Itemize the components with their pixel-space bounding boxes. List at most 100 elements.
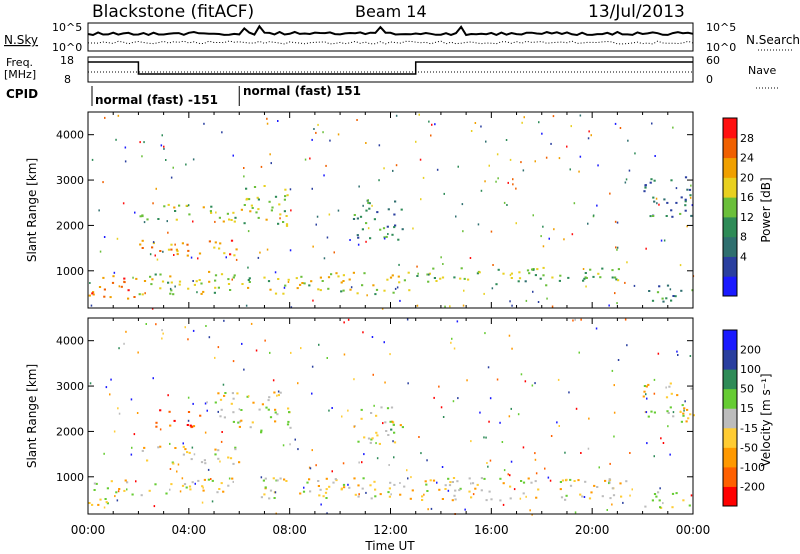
data-cell <box>251 421 254 424</box>
data-cell <box>343 321 345 324</box>
data-cell <box>642 395 645 398</box>
data-cell <box>358 461 360 464</box>
data-cell <box>92 293 95 296</box>
data-cell <box>479 411 481 414</box>
data-cell <box>653 392 656 395</box>
data-cell <box>229 289 232 291</box>
data-cell <box>117 490 120 493</box>
data-cell <box>378 144 381 147</box>
data-cell <box>690 184 692 187</box>
time-axis-label: Time UT <box>364 539 415 553</box>
data-cell <box>411 489 414 492</box>
data-cell <box>185 163 187 166</box>
data-cell <box>569 478 572 481</box>
data-cell <box>264 339 266 342</box>
data-cell <box>348 486 351 489</box>
data-cell <box>222 383 225 386</box>
data-cell <box>584 276 587 279</box>
data-cell <box>454 498 457 501</box>
data-cell <box>689 194 692 197</box>
data-cell <box>544 467 546 470</box>
data-cell <box>447 489 450 492</box>
data-cell <box>274 408 277 411</box>
data-cell <box>157 218 160 220</box>
data-cell <box>616 302 618 305</box>
data-cell <box>227 283 231 285</box>
data-cell <box>684 200 687 203</box>
data-cell <box>561 479 564 482</box>
data-cell <box>214 274 218 277</box>
data-cell <box>370 497 373 500</box>
data-cell <box>227 484 230 487</box>
data-cell <box>470 130 473 132</box>
data-cell <box>386 407 390 410</box>
data-cell <box>469 257 472 259</box>
data-cell <box>152 377 154 380</box>
noise-right-tick-top: 10^5 <box>706 21 736 34</box>
data-cell <box>246 395 249 398</box>
power-ylabel: Slant Range [km] <box>25 158 39 262</box>
data-cell <box>300 275 303 278</box>
data-cell <box>574 318 576 321</box>
data-cell <box>243 167 245 169</box>
data-cell <box>509 474 511 477</box>
data-cell <box>578 170 580 173</box>
data-cell <box>520 161 522 164</box>
data-cell <box>154 273 157 276</box>
data-cell <box>611 369 614 372</box>
data-cell <box>512 183 514 186</box>
data-cell <box>584 480 587 483</box>
data-cell <box>290 306 293 309</box>
data-cell <box>214 279 217 282</box>
data-cell <box>566 145 568 148</box>
data-cell <box>209 210 212 213</box>
data-cell <box>143 280 147 282</box>
data-cell <box>595 327 598 330</box>
data-cell <box>417 272 419 275</box>
data-cell <box>531 513 533 516</box>
data-cell <box>684 198 687 201</box>
data-cell <box>308 478 311 481</box>
data-cell <box>671 215 674 218</box>
data-cell <box>453 347 456 350</box>
data-cell <box>139 243 142 246</box>
data-cell <box>625 178 628 181</box>
data-cell <box>658 203 660 206</box>
data-cell <box>289 188 292 191</box>
data-cell <box>248 281 251 283</box>
data-cell <box>286 194 289 197</box>
data-cell <box>328 213 331 216</box>
data-cell <box>282 221 285 223</box>
data-cell <box>592 214 595 217</box>
data-cell <box>375 431 378 434</box>
data-cell <box>356 292 359 295</box>
data-cell <box>582 268 585 270</box>
data-cell <box>548 237 550 240</box>
data-cell <box>112 275 115 278</box>
data-cell <box>219 398 223 401</box>
data-cell <box>277 120 279 122</box>
data-cell <box>392 169 394 172</box>
data-cell <box>248 198 251 201</box>
colorbar-swatch <box>723 216 737 238</box>
data-cell <box>689 413 692 416</box>
data-cell <box>365 209 368 212</box>
data-cell <box>666 201 669 204</box>
data-cell <box>408 289 411 292</box>
data-cell <box>682 412 685 415</box>
data-cell <box>303 486 305 489</box>
data-cell <box>178 204 181 207</box>
data-cell <box>547 476 550 479</box>
data-cell <box>222 220 225 223</box>
data-cell <box>179 490 182 493</box>
data-cell <box>535 472 538 475</box>
data-cell <box>232 360 235 363</box>
data-cell <box>480 125 482 128</box>
data-cell <box>499 499 502 502</box>
data-cell <box>401 228 404 231</box>
data-cell <box>135 277 138 280</box>
data-cell <box>290 351 292 354</box>
data-cell <box>126 481 129 484</box>
data-cell <box>103 236 106 238</box>
data-cell <box>117 114 120 117</box>
